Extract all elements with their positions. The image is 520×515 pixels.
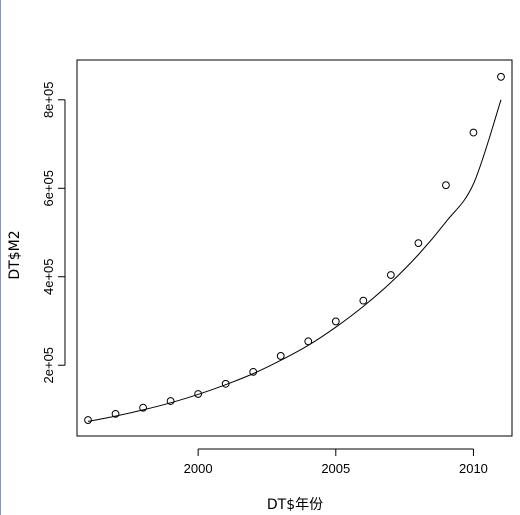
- y-axis: 2e+05 4e+05 6e+05 8e+05: [41, 82, 66, 384]
- data-point: [414, 239, 423, 248]
- fitted-curve: [87, 99, 502, 422]
- plot-box: [76, 59, 513, 437]
- x-axis-label: DT$年份: [267, 497, 323, 513]
- data-point: [221, 379, 230, 388]
- data-point: [249, 367, 258, 376]
- data-point: [111, 409, 120, 418]
- data-point: [442, 181, 450, 190]
- data-point: [194, 390, 203, 398]
- x-axis: 2000 2005 2010: [184, 448, 488, 476]
- x-tick-label: 2000: [184, 461, 213, 476]
- y-axis-label: DT$M2: [7, 230, 23, 279]
- x-tick-label: 2010: [459, 461, 488, 476]
- x-tick-label: 2005: [321, 461, 350, 476]
- y-tick-label: 4e+05: [41, 258, 56, 295]
- y-tick-label: 8e+05: [41, 82, 56, 119]
- data-points: [84, 72, 505, 424]
- data-point: [139, 403, 147, 412]
- data-point: [469, 128, 478, 137]
- data-point: [331, 317, 340, 326]
- data-point: [304, 337, 313, 346]
- data-point: [386, 271, 395, 279]
- y-tick-label: 2e+05: [41, 347, 56, 384]
- y-tick-label: 6e+05: [41, 170, 56, 207]
- data-point: [276, 352, 285, 360]
- data-point: [359, 296, 368, 305]
- data-point: [497, 72, 505, 81]
- window-edge: [0, 0, 1, 515]
- plot-frame: [76, 59, 513, 437]
- data-point: [84, 416, 92, 424]
- fitted-line: [87, 99, 502, 422]
- data-point: [166, 397, 175, 405]
